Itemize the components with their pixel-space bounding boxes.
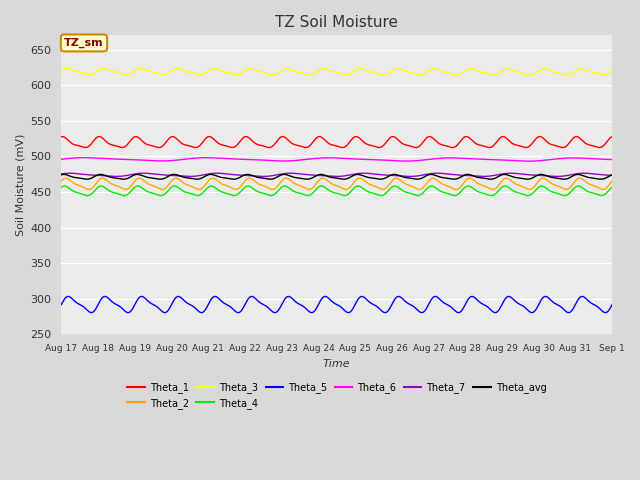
Theta_1	[58, 134, 65, 140]
Theta_3	[58, 68, 65, 73]
Theta_5	[326, 296, 333, 302]
Theta_6	[525, 158, 532, 164]
Line: Theta_4: Theta_4	[61, 186, 612, 195]
Theta_3	[600, 72, 608, 78]
Theta_3	[326, 67, 333, 73]
Theta_5	[608, 301, 616, 307]
Theta_avg	[593, 176, 600, 181]
Theta_2	[99, 175, 106, 181]
Theta_4	[608, 184, 616, 190]
X-axis label: Time: Time	[323, 359, 351, 369]
Theta_2	[492, 186, 499, 192]
Theta_5	[593, 303, 600, 309]
Line: Theta_5: Theta_5	[61, 297, 612, 312]
Theta_2	[86, 187, 93, 192]
Line: Theta_6: Theta_6	[61, 157, 612, 161]
Theta_avg	[326, 174, 333, 180]
Theta_7	[492, 172, 499, 178]
Line: Theta_avg: Theta_avg	[61, 174, 612, 179]
Theta_7	[311, 172, 319, 178]
Line: Theta_2: Theta_2	[61, 178, 612, 190]
Theta_7	[608, 172, 616, 178]
Theta_4	[593, 192, 600, 197]
Theta_2	[608, 178, 616, 184]
Theta_2	[326, 180, 333, 185]
Theta_5	[138, 294, 145, 300]
Theta_1	[608, 134, 616, 140]
Line: Theta_7: Theta_7	[61, 173, 612, 177]
Legend: Theta_1, Theta_2, Theta_3, Theta_4, Theta_5, Theta_6, Theta_7, Theta_avg: Theta_1, Theta_2, Theta_3, Theta_4, Thet…	[124, 378, 550, 413]
Theta_4	[491, 191, 499, 197]
Theta_6	[58, 156, 65, 162]
Theta_1	[593, 144, 600, 150]
Theta_3	[592, 70, 600, 76]
Theta_6	[608, 156, 616, 162]
Theta_3	[63, 65, 70, 71]
Theta_3	[593, 71, 600, 76]
Theta_5	[528, 310, 536, 315]
Theta_1	[492, 140, 499, 146]
Theta_1	[86, 143, 93, 149]
Theta_3	[86, 72, 93, 78]
Theta_avg	[608, 172, 616, 178]
Theta_7	[58, 171, 65, 177]
Theta_avg	[354, 171, 362, 177]
Text: TZ_sm: TZ_sm	[64, 38, 104, 48]
Theta_6	[593, 156, 600, 162]
Theta_avg	[593, 176, 600, 181]
Theta_2	[58, 178, 65, 184]
Theta_2	[593, 184, 600, 190]
Line: Theta_1: Theta_1	[61, 137, 612, 147]
Theta_7	[593, 171, 600, 177]
Theta_3	[311, 71, 319, 76]
Theta_6	[311, 156, 319, 161]
Theta_2	[311, 182, 319, 188]
Theta_5	[86, 309, 93, 315]
Theta_3	[492, 72, 499, 78]
Theta_avg	[311, 174, 319, 180]
Theta_6	[326, 155, 333, 161]
Theta_5	[58, 301, 65, 307]
Theta_7	[140, 170, 147, 176]
Theta_4	[58, 184, 65, 190]
Theta_6	[593, 156, 600, 162]
Theta_2	[593, 184, 600, 190]
Theta_7	[406, 174, 414, 180]
Theta_1	[326, 141, 333, 147]
Theta_7	[593, 171, 600, 177]
Theta_6	[80, 155, 88, 160]
Theta_6	[86, 155, 93, 161]
Theta_4	[561, 192, 568, 198]
Y-axis label: Soil Moisture (mV): Soil Moisture (mV)	[15, 134, 25, 236]
Theta_4	[325, 188, 333, 193]
Theta_5	[593, 303, 600, 309]
Theta_5	[492, 310, 499, 315]
Theta_3	[608, 68, 616, 74]
Theta_5	[311, 308, 319, 313]
Theta_1	[192, 144, 200, 150]
Theta_4	[311, 188, 319, 194]
Theta_6	[492, 157, 499, 163]
Theta_4	[593, 192, 600, 197]
Theta_1	[593, 144, 600, 150]
Theta_1	[311, 136, 319, 142]
Theta_4	[86, 192, 93, 198]
Theta_avg	[58, 172, 65, 178]
Theta_avg	[120, 176, 127, 182]
Theta_1	[242, 134, 250, 140]
Theta_2	[232, 187, 239, 192]
Line: Theta_3: Theta_3	[61, 68, 612, 75]
Theta_7	[86, 172, 93, 178]
Theta_7	[326, 173, 333, 179]
Title: TZ Soil Moisture: TZ Soil Moisture	[275, 15, 398, 30]
Theta_avg	[86, 176, 93, 182]
Theta_avg	[492, 175, 499, 181]
Theta_4	[538, 183, 545, 189]
